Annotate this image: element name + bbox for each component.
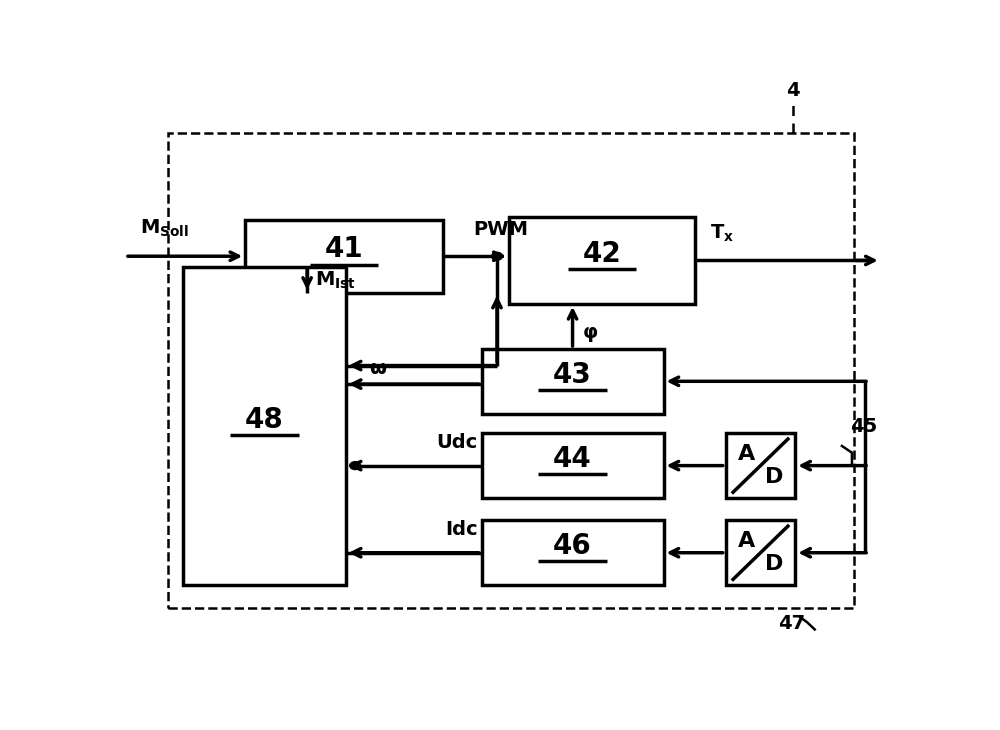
- Bar: [482, 349, 664, 414]
- Circle shape: [492, 253, 502, 260]
- Bar: [183, 267, 346, 585]
- Text: 42: 42: [582, 239, 621, 268]
- Text: D: D: [765, 467, 784, 487]
- Text: 47: 47: [778, 614, 805, 633]
- Text: A: A: [738, 445, 755, 464]
- Text: $\mathbf{\varphi}$: $\mathbf{\varphi}$: [582, 326, 598, 345]
- Text: Idc: Idc: [445, 520, 478, 539]
- Bar: [726, 434, 795, 498]
- Bar: [482, 520, 664, 585]
- Circle shape: [350, 461, 361, 469]
- Bar: [245, 220, 443, 293]
- Text: 43: 43: [553, 361, 592, 388]
- Text: A: A: [738, 531, 755, 551]
- Text: 48: 48: [245, 406, 284, 434]
- Text: $\mathbf{\omega}$: $\mathbf{\omega}$: [369, 359, 387, 378]
- Text: $\mathbf{M_{Ist}}$: $\mathbf{M_{Ist}}$: [315, 269, 356, 291]
- Text: $\mathbf{M_{Soll}}$: $\mathbf{M_{Soll}}$: [140, 218, 189, 239]
- Bar: [726, 520, 795, 585]
- Bar: [509, 217, 695, 304]
- Text: 46: 46: [553, 532, 592, 560]
- Bar: [482, 434, 664, 498]
- Bar: [168, 133, 854, 607]
- Text: D: D: [765, 554, 784, 574]
- Text: $\mathbf{T_x}$: $\mathbf{T_x}$: [710, 222, 734, 244]
- Text: PWM: PWM: [473, 220, 528, 239]
- Text: 41: 41: [325, 236, 363, 264]
- Text: 4: 4: [786, 81, 800, 100]
- Text: 44: 44: [553, 445, 592, 473]
- Text: 45: 45: [850, 417, 877, 436]
- Text: Udc: Udc: [436, 433, 478, 452]
